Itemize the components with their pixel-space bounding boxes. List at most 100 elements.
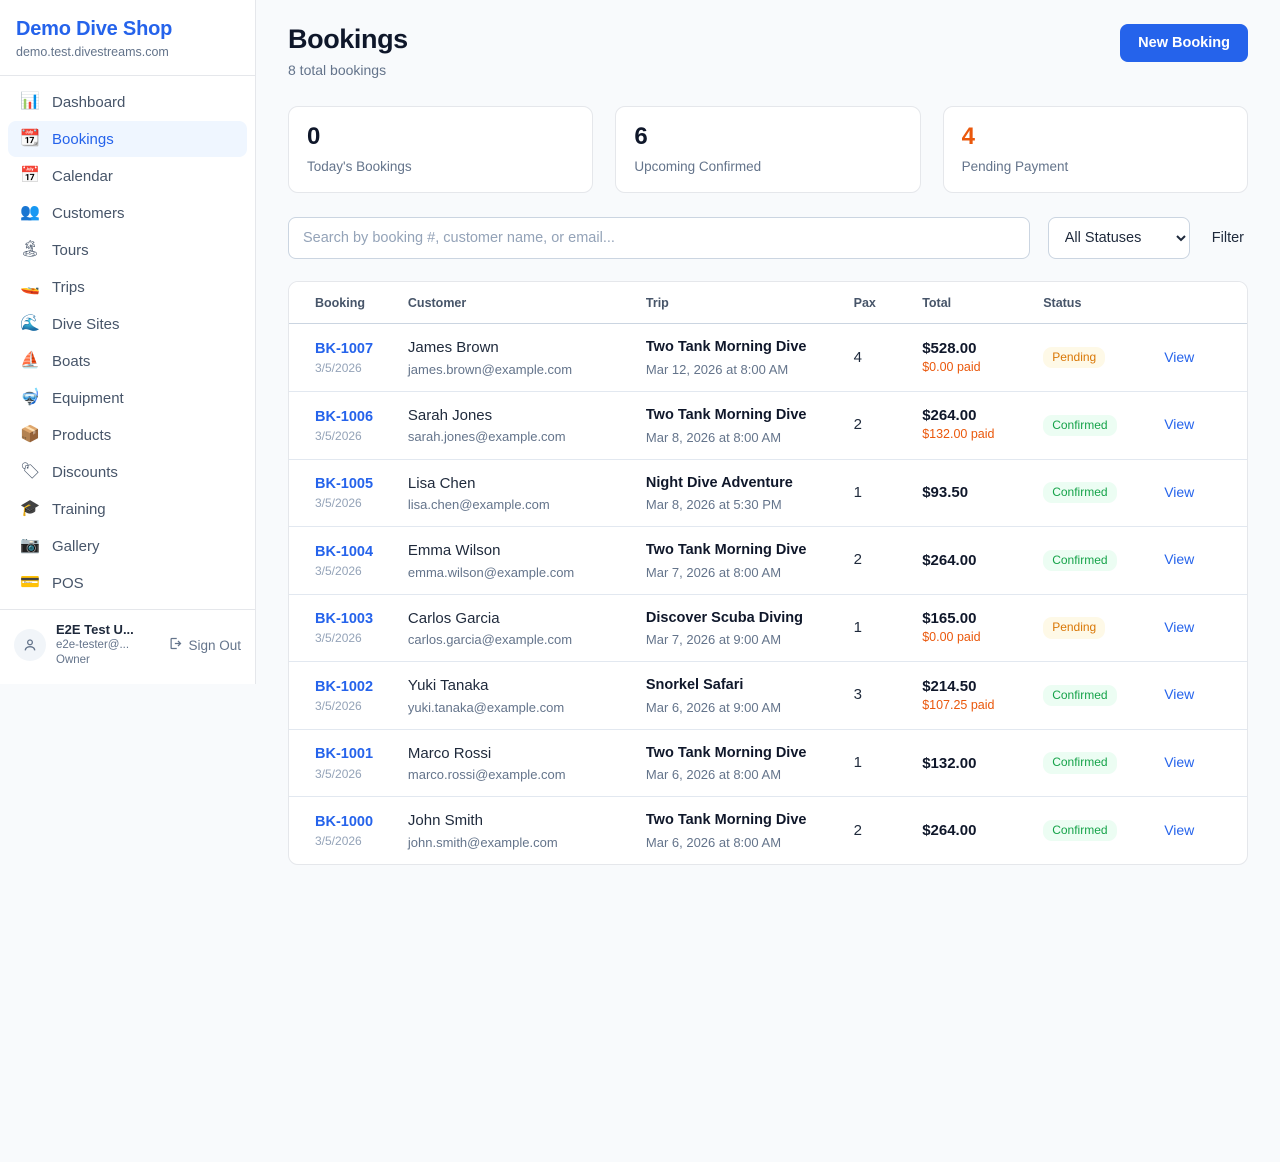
customer-email: emma.wilson@example.com — [407, 564, 575, 580]
stat-label: Upcoming Confirmed — [634, 159, 762, 175]
booking-date: 3/5/2026 — [315, 834, 362, 849]
total-amount: $264.00 — [922, 822, 977, 840]
view-link[interactable]: View — [1164, 686, 1195, 703]
sidebar-item-label: Tours — [52, 241, 89, 259]
booking-date: 3/5/2026 — [315, 699, 362, 714]
cell-total: $528.00 $0.00 paid — [912, 323, 1034, 392]
view-link[interactable]: View — [1164, 348, 1195, 365]
cell-status: Confirmed — [1033, 661, 1155, 730]
stat-card-3: 4 Pending Payment — [942, 106, 1248, 194]
user-email: e2e-tester@... — [56, 639, 130, 652]
view-link[interactable]: View — [1164, 754, 1195, 771]
trip-name: Night Dive Adventure — [645, 474, 793, 491]
cell-pax: 4 — [843, 323, 913, 392]
sidebar-item-label: Products — [52, 426, 112, 444]
booking-id-link[interactable]: BK-1003 — [315, 611, 374, 628]
view-link[interactable]: View — [1164, 416, 1195, 433]
sidebar-item-label: Customers — [52, 204, 125, 222]
new-booking-button[interactable]: New Booking — [1120, 24, 1248, 62]
sidebar-item-training[interactable]: 🎓 Training — [8, 491, 247, 527]
cell-customer: James Brown james.brown@example.com — [397, 323, 636, 392]
table-row: BK-1002 3/5/2026 Yuki Tanaka yuki.tanaka@ex… — [289, 661, 1247, 730]
stat-value: 6 — [634, 123, 648, 150]
cell-pax: 3 — [843, 661, 913, 730]
cell-status: Pending — [1033, 323, 1155, 392]
cell-pax: 2 — [843, 391, 913, 460]
cell-booking: BK-1005 3/5/2026 — [289, 459, 398, 528]
sidebar-item-gallery[interactable]: 📷 Gallery — [8, 528, 247, 564]
table-row: BK-1007 3/5/2026 James Brown james.brown@ex… — [289, 323, 1247, 392]
cell-trip: Two Tank Morning Dive Mar 8, 2026 at 8:00… — [635, 391, 844, 460]
cell-customer: Marco Rossi marco.rossi@example.com — [397, 729, 636, 798]
booking-id-link[interactable]: BK-1002 — [315, 678, 374, 695]
booking-date: 3/5/2026 — [315, 428, 362, 443]
stats-row: 0 Today's Bookings 6 Upcoming Confirmed 4 Pen… — [288, 106, 1248, 194]
sidebar-item-trips[interactable]: 🚤 Trips — [8, 269, 247, 305]
filters-bar: All Statuses Filter — [288, 217, 1248, 260]
booking-id-link[interactable]: BK-1001 — [315, 746, 374, 763]
bookings-table: Booking Customer Trip Pax Total Status B… — [289, 282, 1247, 864]
sidebar-item-dive-sites[interactable]: 🌊 Dive Sites — [8, 306, 247, 342]
sidebar-item-boats[interactable]: ⛵ Boats — [8, 343, 247, 379]
avatar — [14, 629, 46, 662]
view-link[interactable]: View — [1164, 483, 1195, 500]
table-row: BK-1003 3/5/2026 Carlos Garcia carlos.garci… — [289, 594, 1247, 663]
customer-email: lisa.chen@example.com — [407, 497, 550, 513]
trip-datetime: Mar 6, 2026 at 8:00 AM — [645, 834, 782, 850]
booking-id-link[interactable]: BK-1007 — [315, 341, 374, 358]
col-booking: Booking — [289, 282, 398, 325]
status-badge: Confirmed — [1043, 482, 1117, 504]
sidebar-item-label: Dive Sites — [52, 315, 120, 333]
sidebar-item-bookings[interactable]: 📆 Bookings — [8, 121, 247, 157]
cell-trip: Two Tank Morning Dive Mar 6, 2026 at 8:00… — [635, 729, 844, 798]
booking-id-link[interactable]: BK-1000 — [315, 814, 374, 831]
sidebar-item-products[interactable]: 📦 Products — [8, 417, 247, 453]
customer-name: Marco Rossi — [407, 744, 492, 762]
booking-id-link[interactable]: BK-1006 — [315, 408, 374, 425]
view-link[interactable]: View — [1164, 821, 1195, 838]
sidebar-item-label: Gallery — [52, 537, 100, 555]
sign-out-label: Sign Out — [188, 637, 241, 653]
status-filter-select[interactable]: All Statuses — [1047, 217, 1190, 260]
sidebar-item-tours[interactable]: 🏝 Tours — [8, 232, 247, 268]
sidebar-item-calendar[interactable]: 📅 Calendar — [8, 158, 247, 194]
sidebar-item-pos[interactable]: 💳 POS — [8, 565, 247, 601]
sidebar-item-equipment[interactable]: 🤿 Equipment — [8, 380, 247, 416]
cell-actions: View — [1154, 661, 1247, 730]
total-amount: $214.50 — [922, 677, 977, 695]
sign-out-button[interactable]: Sign Out — [168, 636, 241, 654]
pax-count: 1 — [853, 483, 862, 501]
sidebar-item-label: Calendar — [52, 167, 113, 185]
sidebar-item-dashboard[interactable]: 📊 Dashboard — [8, 84, 247, 120]
cell-customer: Yuki Tanaka yuki.tanaka@example.com — [397, 661, 636, 730]
cell-customer: Carlos Garcia carlos.garcia@example.com — [397, 594, 636, 663]
stat-label: Today's Bookings — [307, 159, 412, 175]
status-badge: Confirmed — [1043, 414, 1117, 436]
cell-actions: View — [1154, 459, 1247, 528]
cell-trip: Two Tank Morning Dive Mar 12, 2026 at 8:0… — [635, 323, 844, 392]
view-link[interactable]: View — [1164, 618, 1195, 635]
search-input[interactable] — [288, 217, 1030, 260]
filter-button[interactable]: Filter — [1208, 230, 1248, 246]
total-amount: $528.00 — [922, 339, 977, 357]
view-link[interactable]: View — [1164, 551, 1195, 568]
total-amount: $165.00 — [922, 610, 977, 628]
sidebar-item-discounts[interactable]: 🏷 Discounts — [8, 454, 247, 490]
table-row: BK-1001 3/5/2026 Marco Rossi marco.rossi@ex… — [289, 729, 1247, 798]
credit-card-icon: 💳 — [20, 574, 40, 591]
table-body: BK-1007 3/5/2026 James Brown james.brown@ex… — [289, 323, 1247, 864]
booking-date: 3/5/2026 — [315, 496, 362, 511]
camera-icon: 📷 — [20, 537, 40, 554]
booking-id-link[interactable]: BK-1005 — [315, 476, 374, 493]
pax-count: 2 — [853, 416, 862, 434]
col-total: Total — [912, 282, 1034, 325]
sidebar-item-customers[interactable]: 👥 Customers — [8, 195, 247, 231]
speedboat-icon: 🚤 — [20, 278, 40, 295]
status-badge: Pending — [1043, 347, 1106, 369]
booking-id-link[interactable]: BK-1004 — [315, 543, 374, 560]
table-row: BK-1006 3/5/2026 Sarah Jones sarah.jones@ex… — [289, 391, 1247, 460]
page-subtitle: 8 total bookings — [288, 62, 387, 78]
calendar-icon: 📅 — [20, 167, 40, 184]
cell-booking: BK-1001 3/5/2026 — [289, 729, 398, 798]
